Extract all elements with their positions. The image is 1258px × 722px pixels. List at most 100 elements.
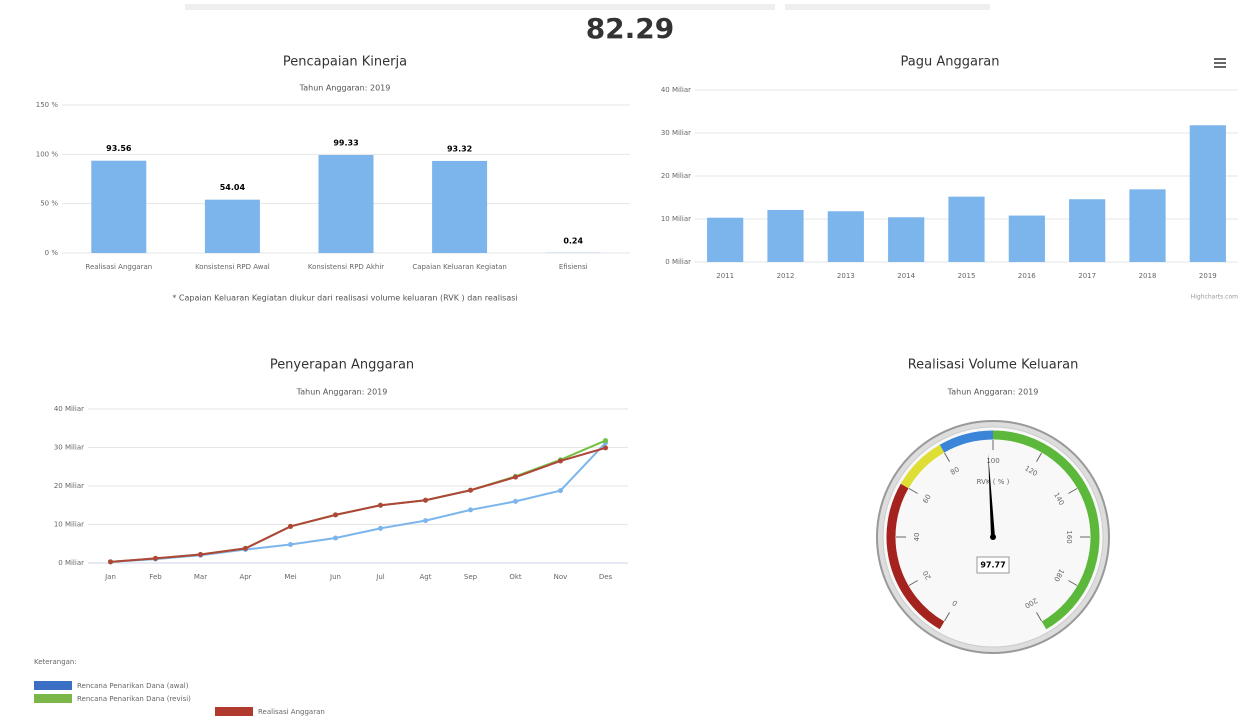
gauge-band [992,430,1100,630]
legend-title: Keterangan: [34,658,77,666]
footnote: * Capaian Keluaran Kegiatan diukur dari … [172,294,517,303]
gauge-tick [1068,488,1078,494]
chart-title: Realisasi Volume Keluaran [908,358,1079,373]
chart-title: Pagu Anggaran [901,55,1000,70]
bar [1008,215,1045,262]
gauge-tick-label: 100 [986,457,999,465]
x-tick-label: 2013 [837,272,855,280]
gauge-tick-label: 20 [921,569,932,581]
y-tick-label: 30 Miliar [661,129,691,137]
x-tick-label: 2016 [1018,272,1036,280]
point [423,497,428,503]
x-tick-label: Capaian Keluaran Kegiatan [412,263,507,271]
x-tick-label: Sep [464,573,478,581]
y-tick-label: 40 Miliar [661,86,691,94]
x-tick-label: 2015 [958,272,976,280]
data-label: 93.32 [447,144,472,153]
series-line [110,439,606,563]
point [468,487,473,493]
bar [432,160,488,253]
y-tick-label: 40 Miliar [54,405,84,413]
legend-label: Rencana Penarikan Dana (awal) [77,682,189,690]
filter-bar[interactable] [785,4,990,10]
point [378,502,383,508]
point [603,438,608,444]
menu-icon[interactable] [1214,58,1226,68]
gauge-value: 97.77 [980,561,1005,570]
gauge-tick-label: 160 [1065,530,1073,543]
gauge-tick-label: 0 [951,598,959,607]
legend-swatch [34,681,72,690]
y-tick-label: 0 % [45,249,59,257]
legend-swatch [215,707,253,716]
legend-label: Rencana Penarikan Dana (revisi) [77,695,191,703]
y-tick-label: 20 Miliar [54,482,84,490]
data-label: 54.04 [220,183,246,192]
y-tick-label: 0 Miliar [58,559,84,567]
point [558,458,563,464]
chart-subtitle: Tahun Anggaran: 2019 [296,388,388,397]
gauge-axis-label: RVK ( % ) [977,478,1010,486]
series-line [110,442,607,563]
data-label: 93.56 [106,144,132,153]
gauge-tick [1036,452,1042,462]
legend-swatch [34,694,72,703]
point [288,523,293,529]
x-tick-label: Realisasi Anggaran [85,263,152,271]
bar [318,154,374,253]
bar [767,209,804,262]
point [108,559,113,565]
point [513,498,518,504]
gauge-tick-label: 60 [921,493,932,505]
bar [1189,125,1226,262]
bar [204,199,260,253]
credits: Highcharts.com [1191,294,1238,301]
x-tick-label: Jun [329,573,341,581]
filter-bar[interactable] [185,4,775,10]
bar [1069,199,1106,262]
bar [888,217,925,262]
gauge-tick [1068,580,1078,586]
gauge-tick-label: 40 [913,533,921,542]
legend-label: Realisasi Anggaran [258,708,325,716]
point [468,507,473,513]
x-tick-label: 2011 [716,272,734,280]
x-tick-label: Jul [375,573,385,581]
x-tick-label: Efisiensi [559,263,588,271]
x-tick-label: Feb [149,573,162,581]
x-tick-label: 2018 [1139,272,1157,280]
point [333,512,338,518]
x-tick-label: Jan [104,573,116,581]
y-tick-label: 10 Miliar [54,521,84,529]
point [198,552,203,558]
gauge-tick [908,580,918,586]
gauge-band [939,430,994,453]
gauge-needle [988,453,995,538]
x-tick-label: 2012 [777,272,795,280]
point [603,445,608,451]
x-tick-label: 2017 [1078,272,1096,280]
x-tick-label: Konsistensi RPD Awal [195,263,270,271]
gauge-tick [944,612,950,622]
gauge-tick-label: 80 [949,465,961,476]
bar [91,160,147,253]
x-tick-label: Konsistensi RPD Akhir [308,263,384,271]
bar [948,196,985,262]
bar [1129,189,1166,262]
chart-subtitle: Tahun Anggaran: 2019 [299,84,391,93]
x-tick-label: Mar [194,573,207,581]
x-tick-label: Agt [420,573,432,581]
point [153,555,158,561]
gauge-band [900,444,945,489]
y-tick-label: 50 % [40,200,58,208]
y-tick-label: 30 Miliar [54,444,84,452]
gauge-tick [944,452,950,462]
point [423,518,428,524]
data-label: 99.33 [333,138,358,147]
x-tick-label: Okt [509,573,522,581]
gauge-tick [1036,612,1042,622]
point [513,474,518,480]
point [558,488,563,494]
y-tick-label: 150 % [36,101,59,109]
x-tick-label: 2014 [897,272,915,280]
